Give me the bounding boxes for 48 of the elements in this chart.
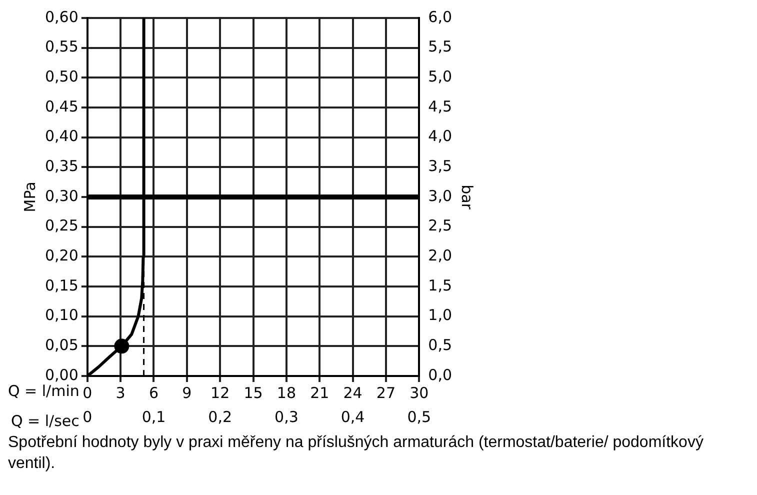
y-axis-title: MPa bbox=[20, 182, 39, 212]
x-tick-label: 15 bbox=[244, 384, 263, 402]
y-tick-label: 0,05 bbox=[44, 336, 78, 354]
y-tick-label: 0,60 bbox=[44, 8, 78, 26]
x-tick-label: 0 bbox=[82, 384, 92, 402]
y-tick-label: 0,50 bbox=[44, 68, 78, 86]
x-tick-label: 27 bbox=[376, 384, 396, 402]
y-tick-label: 0,25 bbox=[44, 216, 78, 235]
x2-tick-label: 0,1 bbox=[142, 408, 166, 426]
x2-tick-label: 0 bbox=[82, 408, 92, 426]
y2-tick-label: 3,5 bbox=[428, 157, 452, 176]
y2-tick-label: 4,0 bbox=[428, 127, 452, 146]
y-tick-label: 0,00 bbox=[44, 366, 78, 384]
x2-tick-label: 0,4 bbox=[340, 408, 365, 426]
y2-tick-label: 1,0 bbox=[428, 306, 452, 324]
x-tick-label: 21 bbox=[310, 384, 330, 402]
x-tick-label: 9 bbox=[182, 384, 192, 402]
y-tick-label: 0,35 bbox=[44, 157, 78, 176]
x-tick-label: 30 bbox=[410, 384, 429, 402]
y2-tick-label: 5,0 bbox=[428, 68, 452, 86]
y-tick-label: 0,45 bbox=[44, 97, 78, 116]
x2-tick-label: 0,2 bbox=[208, 408, 232, 426]
x-tick-label: 24 bbox=[343, 384, 362, 402]
y2-tick-label: 0,0 bbox=[428, 366, 452, 384]
y-tick-label: 0,10 bbox=[44, 306, 78, 324]
y-tick-label: 0,40 bbox=[44, 127, 78, 146]
x-tick-label: 18 bbox=[276, 384, 296, 402]
y2-tick-label: 3,0 bbox=[428, 186, 452, 205]
y2-tick-label: 5,5 bbox=[428, 38, 452, 56]
x2-tick-label: 0,3 bbox=[274, 408, 298, 426]
x-tick-label: 3 bbox=[116, 384, 126, 402]
y2-tick-label: 1,5 bbox=[428, 276, 452, 294]
text: Spotřební hodnoty byly v praxi měřeny na příslušných armaturách (termostat/baterie/ podomítkový ventil). bbox=[8, 433, 704, 474]
y-tick-label: 0,55 bbox=[44, 38, 78, 56]
y2-tick-label: 6,0 bbox=[428, 8, 452, 26]
y2-tick-label: 2,5 bbox=[428, 216, 452, 235]
y2-axis-title: bar bbox=[458, 184, 476, 210]
x2-axis-title: Q = l/sec bbox=[10, 412, 80, 430]
y2-tick-label: 4,5 bbox=[428, 97, 452, 116]
y-tick-label: 0,30 bbox=[44, 186, 78, 205]
x-tick-label: 12 bbox=[210, 384, 230, 402]
y2-tick-label: 0,5 bbox=[428, 336, 452, 354]
y-tick-label: 0,15 bbox=[44, 276, 78, 294]
x-axis-title: Q = l/min bbox=[8, 382, 80, 400]
y-tick-label: 0,20 bbox=[44, 246, 78, 265]
x2-tick-label: 0,5 bbox=[407, 408, 432, 426]
y2-tick-label: 2,0 bbox=[428, 246, 452, 265]
x-tick-label: 6 bbox=[148, 384, 159, 402]
